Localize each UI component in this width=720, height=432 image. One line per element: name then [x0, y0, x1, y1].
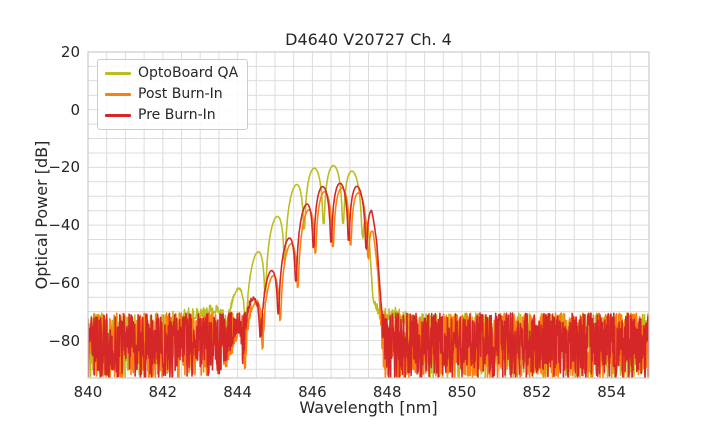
y-tick-label--20: −20 [48, 158, 80, 177]
x-tick-label-846: 846 [298, 383, 327, 401]
x-axis-label: Wavelength [nm] [299, 398, 438, 417]
legend-line-swatch-orange [105, 93, 131, 96]
x-tick-label-844: 844 [223, 383, 252, 401]
series-curve-pre-burn-in [88, 182, 649, 378]
legend-entry-post-burn-in: Post Burn-In [105, 86, 238, 103]
y-tick-label-20: 20 [60, 43, 80, 61]
y-tick-label--80: −80 [48, 331, 80, 350]
legend-entry-pre-burn-in: Pre Burn-In [105, 107, 238, 124]
y-tick-label--40: −40 [48, 216, 80, 235]
x-tick-label-850: 850 [447, 383, 477, 401]
x-tick-label-842: 842 [148, 383, 178, 401]
x-tick-label-854: 854 [597, 383, 626, 401]
series-curve-post-burn-in [88, 187, 649, 378]
x-tick-label-840: 840 [73, 383, 103, 401]
chart-title: D4640 V20727 Ch. 4 [285, 30, 452, 49]
y-tick-label--60: −60 [48, 273, 80, 292]
legend-line-swatch-olive [105, 72, 131, 75]
spectrum-curves [88, 164, 649, 378]
legend-label: OptoBoard QA [138, 65, 239, 81]
legend-label: Pre Burn-In [138, 107, 216, 123]
x-tick-label-848: 848 [372, 383, 402, 401]
plot-border [87, 51, 650, 379]
legend-entry-optoboard-qa: OptoBoard QA [105, 65, 238, 82]
y-axis-label: Optical Power [dB] [32, 140, 51, 290]
legend-label: Post Burn-In [138, 86, 223, 102]
legend-box: OptoBoard QA Post Burn-In Pre Burn-In [97, 59, 249, 130]
x-tick-label-852: 852 [522, 383, 552, 401]
legend-line-swatch-red [105, 114, 131, 117]
y-tick-label-0: 0 [70, 100, 80, 119]
